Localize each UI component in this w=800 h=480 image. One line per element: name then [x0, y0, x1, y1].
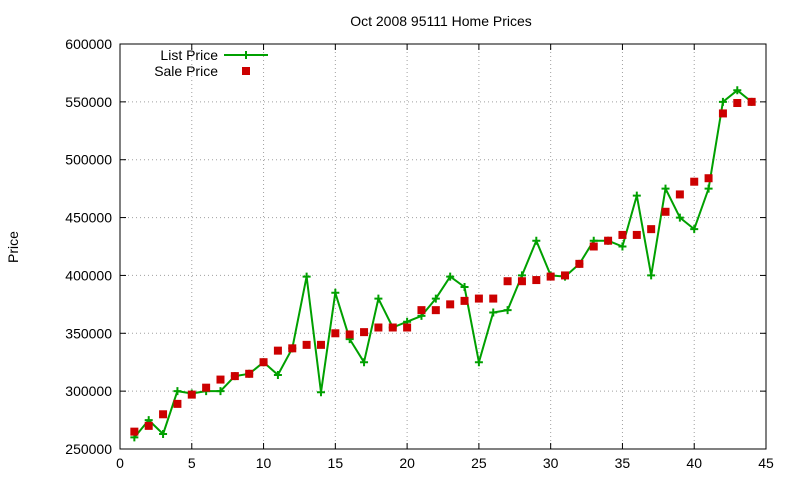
list-price-point	[718, 97, 727, 106]
list-price-point	[316, 388, 325, 397]
y-tick-label: 300000	[65, 383, 112, 399]
axis-ticks: 0 5 10 15 20 25 30 35 40 45 250000 300000 350000 4000…	[65, 36, 774, 471]
sale-price-point	[431, 306, 440, 315]
list-price-point	[446, 272, 455, 281]
list-price-point	[503, 306, 512, 315]
list-price-point	[474, 358, 483, 367]
x-tick-label: 40	[686, 455, 702, 471]
sale-price-point	[503, 277, 512, 286]
sale-price-point	[230, 372, 239, 381]
sale-price-point	[561, 271, 570, 280]
sale-price-point	[474, 294, 483, 303]
x-tick-label: 20	[399, 455, 415, 471]
sale-price-point	[690, 177, 699, 186]
sale-price-point	[216, 375, 225, 384]
x-tick-label: 45	[758, 455, 774, 471]
sale-price-point	[517, 277, 526, 286]
sale-price-point	[661, 207, 670, 216]
sale-price-point	[618, 230, 627, 239]
sale-price-point	[532, 276, 541, 285]
sale-price-point	[130, 427, 139, 436]
list-price-point	[216, 387, 225, 396]
sale-price-point	[589, 242, 598, 251]
list-price-point	[431, 294, 440, 303]
sale-price-point	[632, 230, 641, 239]
list-price-point	[661, 184, 670, 193]
sale-price-point	[173, 399, 182, 408]
list-price-point	[489, 308, 498, 317]
sale-price-point	[345, 330, 354, 339]
list-price-point	[618, 242, 627, 251]
x-tick-label: 0	[116, 455, 124, 471]
sale-price-point	[159, 410, 168, 419]
list-price-point	[159, 429, 168, 438]
y-tick-label: 450000	[65, 210, 112, 226]
list-price-point	[632, 191, 641, 200]
sale-price-point	[144, 421, 153, 430]
sale-price-point	[604, 236, 613, 245]
sale-price-point	[273, 346, 282, 355]
sale-price-point	[718, 109, 727, 118]
x-tick-label: 30	[543, 455, 559, 471]
sale-price-point	[747, 97, 756, 106]
y-tick-label: 600000	[65, 36, 112, 52]
list-price-point	[460, 283, 469, 291]
y-tick-label: 350000	[65, 325, 112, 341]
sale-price-point	[259, 358, 268, 367]
sale-price-point	[202, 383, 211, 392]
legend-marker-list-price	[242, 51, 250, 59]
plot-frame	[119, 43, 767, 450]
sale-price-point	[704, 174, 713, 183]
legend-label-list-price: List Price	[160, 47, 218, 63]
sale-price-point	[288, 344, 297, 353]
y-tick-label: 400000	[65, 267, 112, 283]
list-price-point	[273, 370, 282, 379]
sale-price-point	[245, 369, 254, 378]
y-tick-label: 550000	[65, 94, 112, 110]
sale-price-point	[374, 323, 383, 332]
sale-price-point	[187, 390, 196, 399]
legend-marker-sale-price	[242, 67, 250, 75]
legend-label-sale-price: Sale Price	[154, 63, 218, 79]
list-price-point	[733, 86, 742, 95]
x-tick-label: 35	[615, 455, 631, 471]
x-tick-label: 15	[328, 455, 344, 471]
y-axis-label: Price	[5, 231, 21, 263]
sale-price-point	[316, 340, 325, 349]
sale-price-point	[733, 99, 742, 108]
sale-price-point	[403, 323, 412, 332]
x-tick-label: 5	[188, 455, 196, 471]
sale-price-point	[446, 300, 455, 309]
legend: List Price Sale Price	[154, 47, 268, 79]
chart-title: Oct 2008 95111 Home Prices	[350, 13, 532, 29]
sale-price-point	[546, 272, 555, 281]
sale-price-point	[331, 329, 340, 338]
sale-price-point	[489, 294, 498, 303]
list-price-point	[331, 288, 340, 297]
list-price-point	[532, 236, 541, 245]
list-price-point	[675, 213, 684, 222]
sale-price-point	[302, 340, 311, 349]
sale-price-point	[647, 225, 656, 234]
x-tick-label: 10	[256, 455, 272, 471]
list-price-point	[173, 387, 182, 396]
list-price-point	[647, 271, 656, 280]
sale-price-point	[360, 328, 369, 337]
list-price-point	[302, 272, 311, 281]
sale-price-point	[675, 190, 684, 199]
series-layer	[130, 86, 756, 442]
sale-price-point	[417, 306, 426, 315]
sale-price-point	[388, 323, 397, 332]
y-tick-label: 500000	[65, 152, 112, 168]
list-price-point	[360, 358, 369, 367]
sale-price-point	[575, 259, 584, 268]
list-price-point	[374, 294, 383, 303]
x-tick-label: 25	[471, 455, 487, 471]
list-price-point	[704, 184, 713, 193]
y-tick-label: 250000	[65, 441, 112, 457]
list-price-point	[690, 225, 699, 234]
sale-price-point	[460, 296, 469, 305]
